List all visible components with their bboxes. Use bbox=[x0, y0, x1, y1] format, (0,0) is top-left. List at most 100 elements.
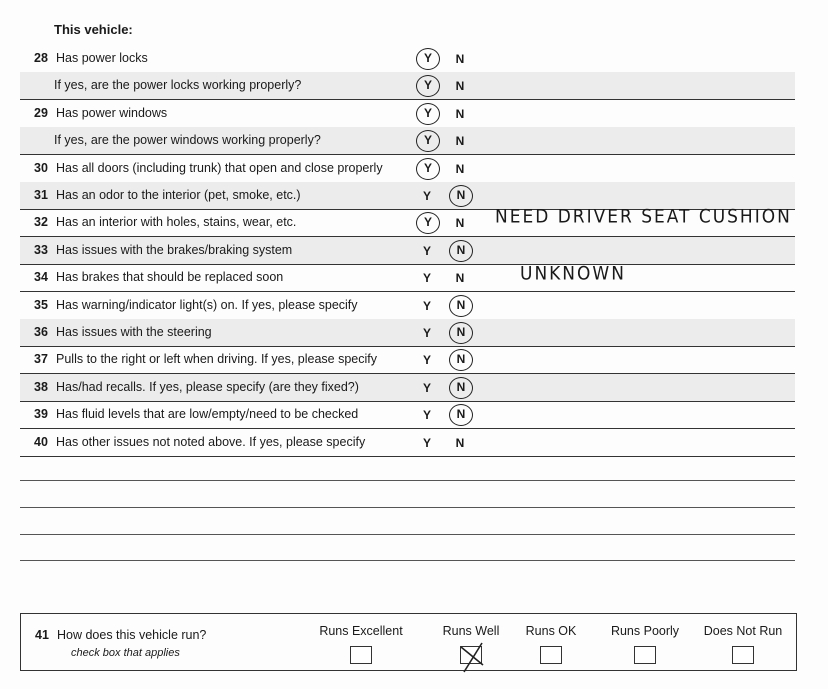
option-label: Does Not Run bbox=[703, 624, 783, 638]
no-option[interactable]: N bbox=[449, 322, 473, 344]
checkbox[interactable] bbox=[460, 642, 484, 673]
no-option[interactable]: N bbox=[455, 52, 465, 66]
question-row: If yes, are the power windows working pr… bbox=[20, 127, 795, 156]
yes-option[interactable]: Y bbox=[416, 130, 440, 153]
question-text: If yes, are the power locks working prop… bbox=[54, 78, 302, 93]
yes-option[interactable]: Y bbox=[416, 102, 440, 125]
option-label: Runs Poorly bbox=[610, 624, 680, 638]
run-option: Runs OK bbox=[501, 624, 601, 664]
question-row: 28 Has power locks Y N bbox=[20, 45, 795, 73]
question-hint: check box that applies bbox=[71, 647, 180, 659]
question-row: 36 Has issues with the steering Y N bbox=[20, 319, 795, 347]
no-option[interactable]: N bbox=[455, 161, 465, 176]
yes-option[interactable]: Y bbox=[422, 189, 431, 203]
no-option[interactable]: N bbox=[449, 376, 473, 399]
yes-option[interactable]: Y bbox=[422, 298, 431, 313]
blank-line bbox=[20, 534, 795, 535]
question-number: 35 bbox=[34, 297, 48, 312]
option-label: Runs Well bbox=[442, 624, 500, 638]
no-option[interactable]: N bbox=[449, 239, 473, 262]
question-text: Has an interior with holes, stains, wear… bbox=[56, 215, 297, 230]
no-option[interactable]: N bbox=[449, 349, 473, 372]
option-label: Runs Excellent bbox=[319, 624, 403, 638]
blank-line bbox=[20, 480, 795, 481]
question-number: 33 bbox=[34, 242, 48, 257]
yes-option[interactable]: Y bbox=[416, 75, 440, 98]
yes-option[interactable]: Y bbox=[422, 326, 431, 340]
question-row: 33 Has issues with the brakes/braking sys… bbox=[20, 236, 795, 265]
no-option[interactable]: N bbox=[455, 435, 465, 450]
no-option[interactable]: N bbox=[455, 271, 465, 286]
yes-option[interactable]: Y bbox=[422, 435, 431, 450]
no-option[interactable]: N bbox=[455, 79, 465, 94]
question-number: 29 bbox=[34, 105, 48, 120]
no-option[interactable]: N bbox=[455, 134, 465, 149]
blank-line bbox=[20, 507, 795, 508]
checkbox[interactable] bbox=[732, 646, 754, 664]
question-text: Has/had recalls. If yes, please specify … bbox=[56, 379, 359, 394]
yes-option[interactable]: Y bbox=[422, 408, 431, 423]
yes-option[interactable]: Y bbox=[416, 48, 440, 70]
no-option[interactable]: N bbox=[449, 294, 473, 317]
question-number: 32 bbox=[34, 215, 48, 230]
no-option[interactable]: N bbox=[449, 404, 473, 427]
question-row: 29 Has power windows Y N bbox=[20, 100, 795, 128]
question-row: 34 Has brakes that should be replaced soo… bbox=[20, 263, 795, 293]
question-number: 41 bbox=[35, 628, 49, 642]
yes-option[interactable]: Y bbox=[422, 380, 431, 395]
question-row: 35 Has warning/indicator light(s) on. If … bbox=[20, 292, 795, 320]
question-41-box: 41 How does this vehicle run? check box … bbox=[20, 613, 797, 673]
handwritten-note: NEED DRIVER SEAT CUSHION bbox=[495, 206, 792, 229]
yes-option[interactable]: Y bbox=[422, 353, 431, 368]
run-option: Runs Poorly bbox=[595, 624, 695, 664]
handwritten-note: UNKNOWN bbox=[520, 263, 626, 286]
no-option[interactable]: N bbox=[455, 216, 465, 231]
question-text: Has brakes that should be replaced soon bbox=[56, 270, 284, 285]
section-title: This vehicle: bbox=[54, 22, 133, 37]
question-number: 38 bbox=[34, 379, 48, 394]
question-row: 31 Has an odor to the interior (pet, smok… bbox=[20, 182, 795, 210]
question-text: Has all doors (including trunk) that ope… bbox=[56, 160, 383, 175]
question-text: Has fluid levels that are low/empty/need… bbox=[56, 407, 359, 422]
question-row: 38 Has/had recalls. If yes, please specif… bbox=[20, 373, 795, 402]
question-text: Has an odor to the interior (pet, smoke,… bbox=[56, 188, 301, 202]
run-option: Does Not Run bbox=[693, 624, 793, 664]
question-number: 34 bbox=[34, 270, 48, 285]
question-text: If yes, are the power windows working pr… bbox=[54, 133, 321, 148]
question-row: 39 Has fluid levels that are low/empty/ne… bbox=[20, 401, 795, 430]
yes-option[interactable]: Y bbox=[422, 271, 431, 286]
question-text: Has power locks bbox=[56, 51, 148, 65]
check-x-icon bbox=[460, 642, 484, 673]
run-option: Runs Excellent bbox=[311, 624, 411, 664]
yes-option[interactable]: Y bbox=[416, 157, 440, 180]
no-option[interactable]: N bbox=[455, 106, 465, 121]
question-row: 30 Has all doors (including trunk) that o… bbox=[20, 155, 795, 183]
yes-option[interactable]: Y bbox=[416, 212, 440, 235]
question-text: Has issues with the brakes/braking syste… bbox=[56, 242, 293, 257]
question-text: How does this vehicle run? bbox=[57, 628, 207, 642]
question-number: 28 bbox=[34, 51, 48, 65]
checkbox[interactable] bbox=[540, 646, 562, 664]
question-number: 30 bbox=[34, 160, 48, 175]
question-number: 39 bbox=[34, 407, 48, 422]
question-text: Has power windows bbox=[56, 105, 168, 120]
question-number: 31 bbox=[34, 188, 48, 202]
question-number: 36 bbox=[34, 325, 48, 339]
question-row: 40 Has other issues not noted above. If y… bbox=[20, 429, 795, 457]
checkbox[interactable] bbox=[634, 646, 656, 664]
yes-option[interactable]: Y bbox=[422, 243, 431, 258]
question-number: 40 bbox=[34, 434, 48, 449]
question-number: 37 bbox=[34, 352, 48, 367]
question-row: If yes, are the power locks working prop… bbox=[20, 72, 795, 101]
no-option[interactable]: N bbox=[449, 185, 473, 207]
question-text: Has issues with the steering bbox=[56, 325, 212, 339]
question-text: Has warning/indicator light(s) on. If ye… bbox=[56, 297, 358, 312]
run-option: Runs Well bbox=[421, 624, 521, 673]
checkbox[interactable] bbox=[350, 646, 372, 664]
question-row: 37 Pulls to the right or left when drivin… bbox=[20, 346, 795, 375]
blank-line bbox=[20, 560, 795, 561]
option-label: Runs OK bbox=[525, 624, 577, 638]
question-row: 32 Has an interior with holes, stains, we… bbox=[20, 206, 795, 238]
question-text: Has other issues not noted above. If yes… bbox=[56, 434, 366, 449]
